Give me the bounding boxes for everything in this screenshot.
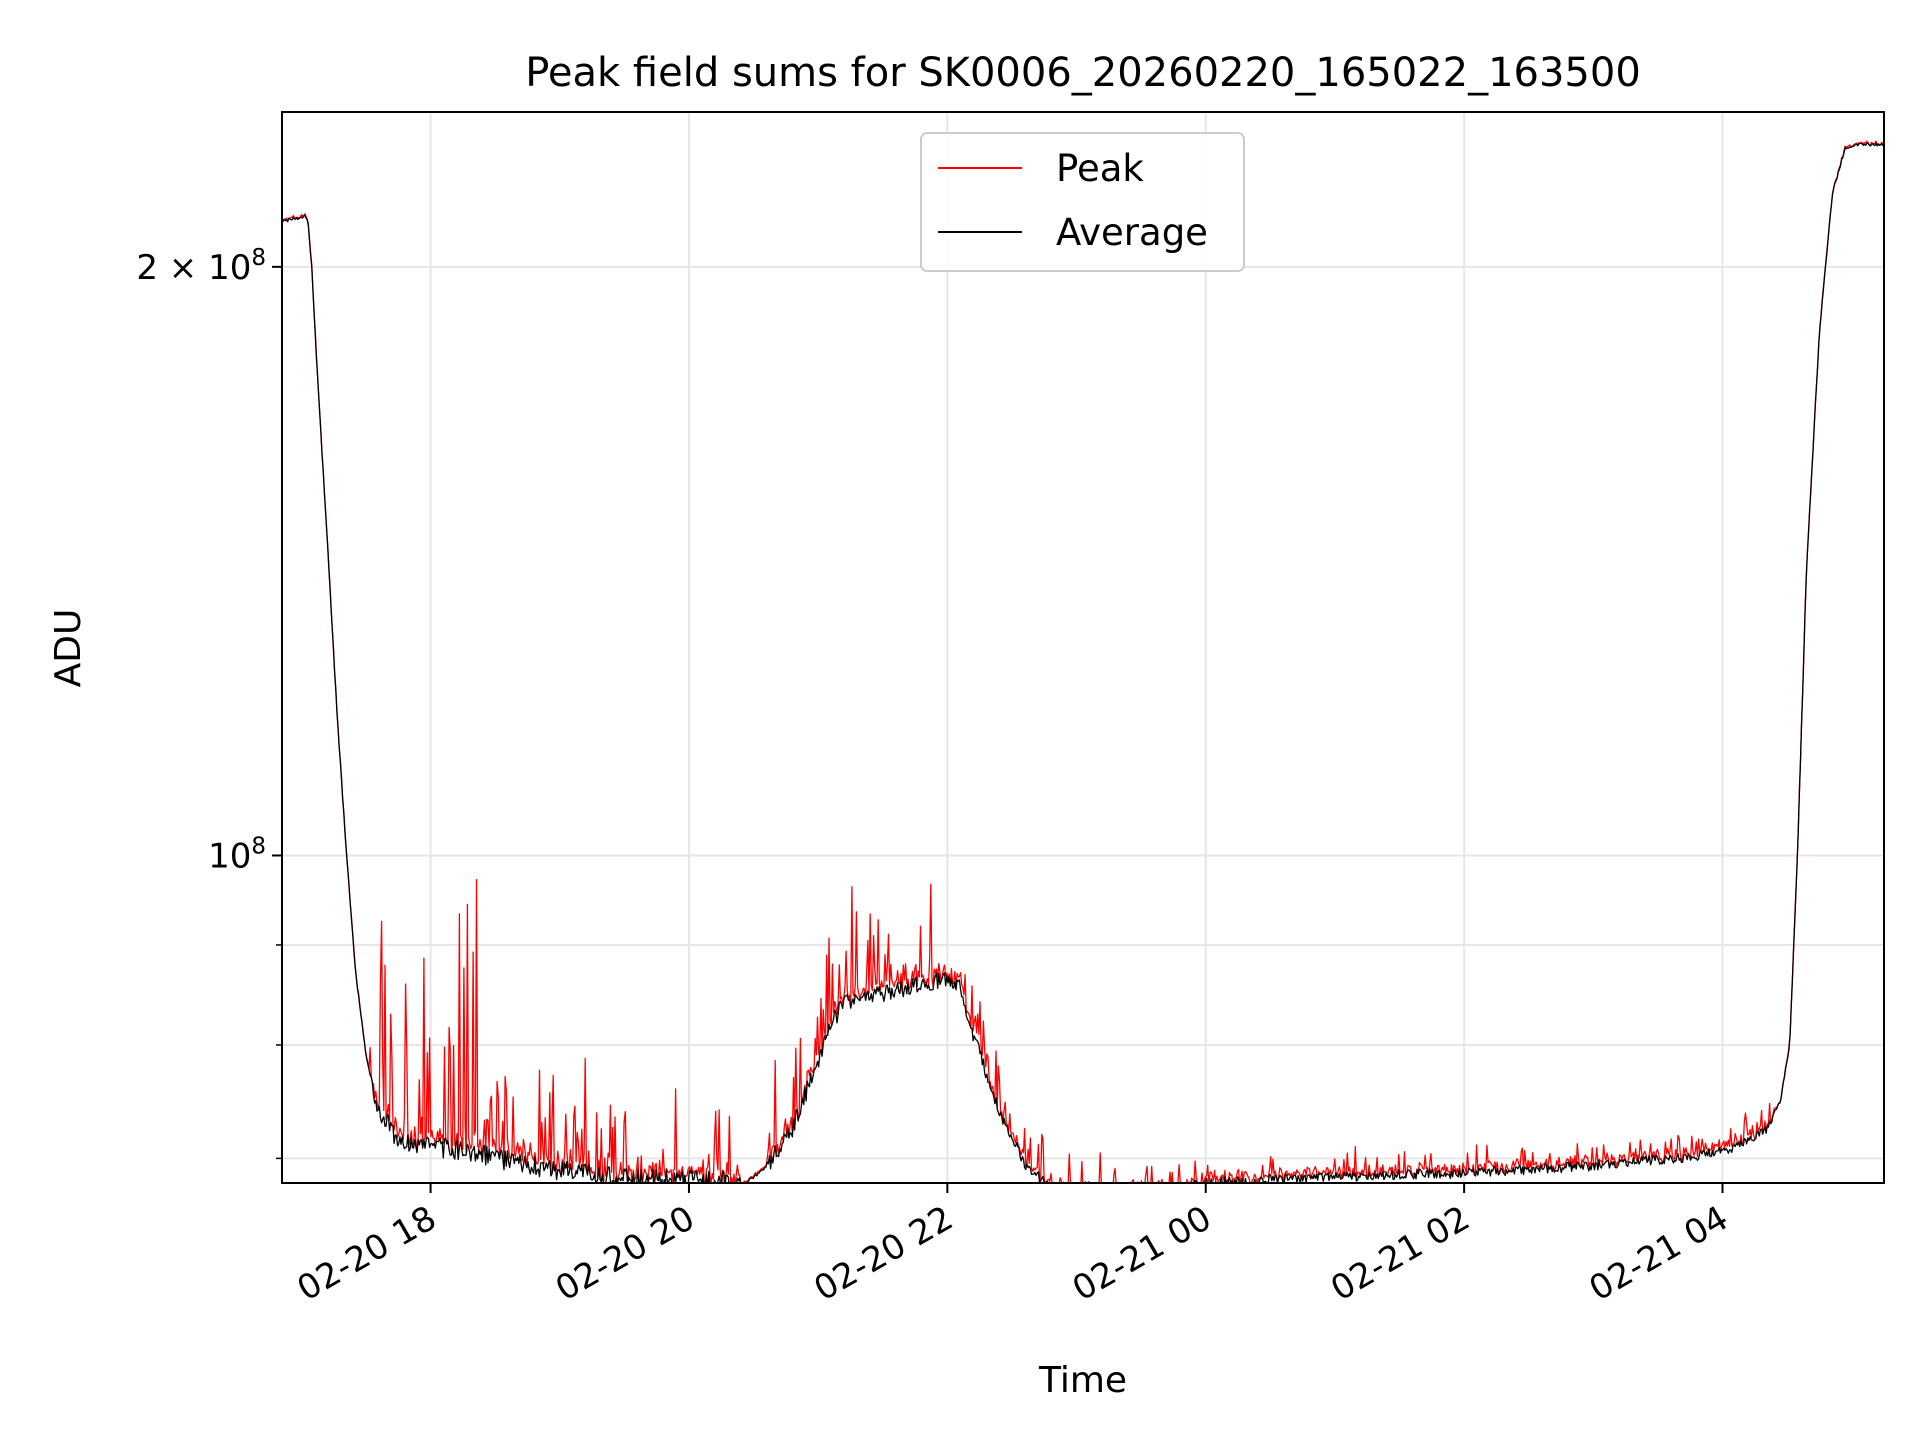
plot-frame xyxy=(281,111,1885,1184)
average-series-line xyxy=(282,142,1884,1183)
y-axis-label: ADU xyxy=(48,609,89,688)
y-tick-label: 108 xyxy=(208,833,266,876)
chart-title: Peak field sums for SK0006_20260220_1650… xyxy=(525,50,1641,96)
y-tick-label: 2 × 108 xyxy=(136,245,266,288)
peak-series-line xyxy=(282,140,1884,1183)
legend-average-label: Average xyxy=(1056,211,1208,254)
y-axis: 108 2 × 108 xyxy=(136,245,282,1160)
legend-peak-label: Peak xyxy=(1056,147,1144,190)
legend: Peak Average xyxy=(920,132,1245,272)
x-axis-label: Time xyxy=(1038,1360,1127,1401)
